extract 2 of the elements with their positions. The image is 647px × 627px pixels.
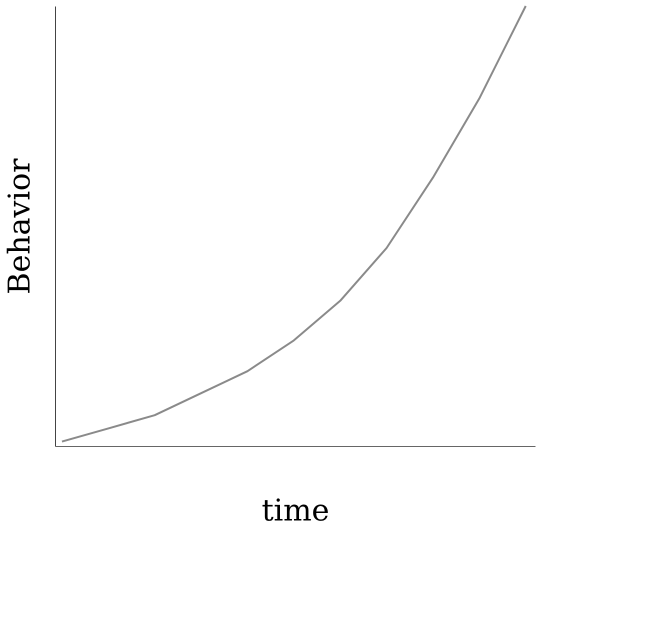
x-axis-title: time [262,494,330,528]
y-axis-title: Behavior [2,158,38,294]
